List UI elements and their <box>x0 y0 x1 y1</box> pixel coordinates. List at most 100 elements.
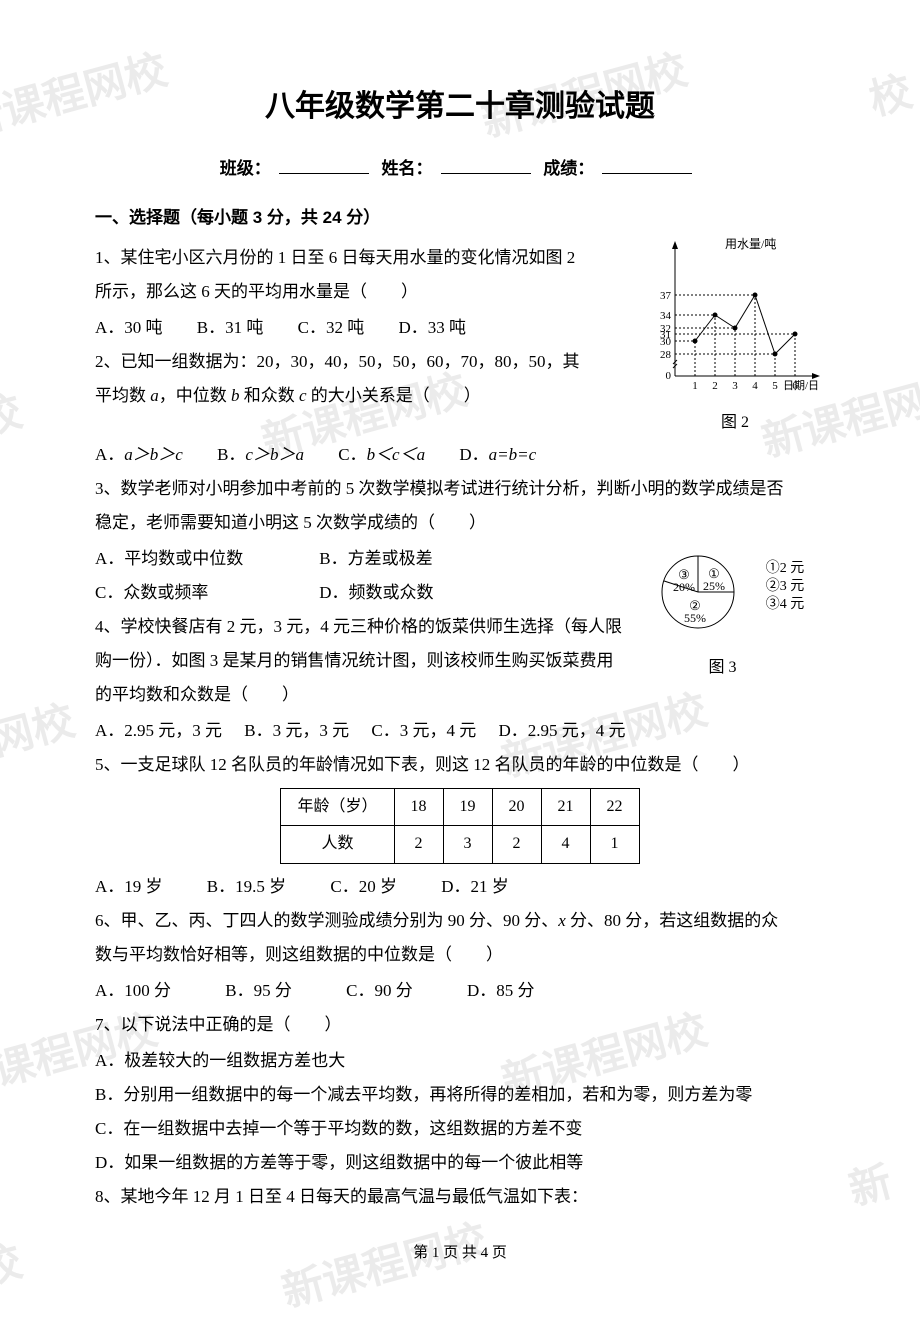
q2-mid: ，中位数 <box>159 386 231 405</box>
q4-optD: D．2.95 元，4 元 <box>498 714 625 748</box>
q4-line2: 购一份）．如图 3 是某月的销售情况统计图，则该校师生购买饭菜费用 <box>95 651 614 670</box>
table-cell: 年龄（岁） <box>281 788 394 826</box>
q7-optB: B．分别用一组数据中的每一个减去平均数，再将所得的差相加，若和为零，则方差为零 <box>95 1078 825 1112</box>
chart-water-usage: 2830313234370123456用水量/吨日期/日 图 2 <box>645 236 825 437</box>
q3-optD: D．频数或众数 <box>319 576 433 610</box>
name-label: 姓名： <box>382 159 433 178</box>
q4-optB: B．3 元，3 元 <box>244 714 349 748</box>
table-cell: 3 <box>443 826 492 864</box>
q8-text: 8、某地今年 12 月 1 日至 4 日每天的最高气温与最低气温如下表： <box>95 1187 588 1206</box>
q2-optB: B．c＞b＞a <box>217 438 304 472</box>
question-7: 7、以下说法中正确的是（ ） <box>95 1008 825 1042</box>
table-row: 年龄（岁） 18 19 20 21 22 <box>281 788 639 826</box>
name-blank <box>441 157 531 174</box>
page-title: 八年级数学第二十章测验试题 <box>95 80 825 134</box>
q3-optB: B．方差或极差 <box>319 542 432 576</box>
class-label: 班级： <box>220 159 271 178</box>
svg-text:3: 3 <box>732 380 738 392</box>
section-header: 一、选择题（每小题 3 分，共 24 分） <box>95 203 825 234</box>
pie-chart-svg: ①25%②55%③20%①2 元②3 元③4 元 <box>650 542 825 642</box>
class-blank <box>279 157 369 174</box>
svg-text:34: 34 <box>660 310 672 322</box>
svg-text:55%: 55% <box>684 611 706 625</box>
svg-text:②3 元: ②3 元 <box>766 578 805 594</box>
q5-optB: B．19.5 岁 <box>207 870 286 904</box>
q2-optA: A．a＞b＞c <box>95 438 183 472</box>
q1-optB: B．31 吨 <box>197 311 264 345</box>
table-row: 人数 2 3 2 4 1 <box>281 826 639 864</box>
q2-c: c <box>299 386 307 405</box>
table-cell: 人数 <box>281 826 394 864</box>
q6-optB: B．95 分 <box>225 974 292 1008</box>
table-cell: 19 <box>443 788 492 826</box>
page-footer: 第 1 页 共 4 页 <box>0 1240 920 1267</box>
q4-optC: C．3 元，4 元 <box>371 714 476 748</box>
q6-options: A．100 分 B．95 分 C．90 分 D．85 分 <box>95 974 825 1008</box>
svg-text:③4 元: ③4 元 <box>766 596 805 612</box>
q5-optD: D．21 岁 <box>441 870 509 904</box>
q3-optC: C．众数或频率 <box>95 576 285 610</box>
q1-line1: 1、某住宅小区六月份的 1 日至 6 日每天用水量的变化情况如图 2 <box>95 248 575 267</box>
q1-line2: 所示，那么这 6 天的平均用水量是（ ） <box>95 282 418 301</box>
q4-line3: 的平均数和众数是（ ） <box>95 685 299 704</box>
q2-optD: D．a=b=c <box>459 438 536 472</box>
q5-optA: A．19 岁 <box>95 870 163 904</box>
q3-line1: 3、数学老师对小明参加中考前的 5 次数学模拟考试进行统计分析，判断小明的数学成… <box>95 479 784 498</box>
svg-text:25%: 25% <box>703 579 725 593</box>
q2-a: a <box>150 386 159 405</box>
info-line: 班级： 姓名： 成绩： <box>95 154 825 185</box>
svg-text:日期/日: 日期/日 <box>783 379 819 392</box>
chart-caption: 图 2 <box>645 409 825 438</box>
svg-text:0: 0 <box>666 370 672 382</box>
table-cell: 18 <box>394 788 443 826</box>
svg-text:1: 1 <box>692 380 698 392</box>
q2-mid2: 和众数 <box>240 386 300 405</box>
q6-optC: C．90 分 <box>346 974 413 1008</box>
table-cell: 2 <box>394 826 443 864</box>
question-8: 8、某地今年 12 月 1 日至 4 日每天的最高气温与最低气温如下表： <box>95 1180 825 1214</box>
pie-caption: 图 3 <box>650 654 795 683</box>
svg-text:20%: 20% <box>673 580 695 594</box>
svg-text:37: 37 <box>660 290 672 302</box>
line-chart-svg: 2830313234370123456用水量/吨日期/日 <box>645 236 825 396</box>
q7-optC: C．在一组数据中去掉一个等于平均数的数，这组数据的方差不变 <box>95 1112 825 1146</box>
q3-line2: 稳定，老师需要知道小明这 5 次数学成绩的（ ） <box>95 513 486 532</box>
table-cell: 4 <box>541 826 590 864</box>
q4-options: A．2.95 元，3 元 B．3 元，3 元 C．3 元，4 元 D．2.95 … <box>95 714 825 748</box>
q1-optA: A．30 吨 <box>95 311 163 345</box>
question-6: 6、甲、乙、丙、丁四人的数学测验成绩分别为 90 分、90 分、x 分、80 分… <box>95 904 825 972</box>
svg-text:4: 4 <box>752 380 758 392</box>
svg-text:2: 2 <box>712 380 718 392</box>
q7-optA: A．极差较大的一组数据方差也大 <box>95 1044 825 1078</box>
q5-text: 5、一支足球队 12 名队员的年龄情况如下表，则这 12 名队员的年龄的中位数是… <box>95 755 750 774</box>
q6-optD: D．85 分 <box>467 974 535 1008</box>
question-5: 5、一支足球队 12 名队员的年龄情况如下表，则这 12 名队员的年龄的中位数是… <box>95 748 825 782</box>
q5-options: A．19 岁 B．19.5 岁 C．20 岁 D．21 岁 <box>95 870 825 904</box>
q6-post: 分、80 分，若这组数据的众 <box>566 911 779 930</box>
svg-text:用水量/吨: 用水量/吨 <box>725 237 776 251</box>
q2-pre: 平均数 <box>95 386 150 405</box>
q2-options: A．a＞b＞c B．c＞b＞a C．b＜c＜a D．a=b=c <box>95 438 825 472</box>
q6-x: x <box>558 911 566 930</box>
q6-optA: A．100 分 <box>95 974 171 1008</box>
svg-text:32: 32 <box>660 323 671 335</box>
q7-text: 7、以下说法中正确的是（ ） <box>95 1015 342 1034</box>
table-cell: 22 <box>590 788 639 826</box>
q2-post: 的大小关系是（ ） <box>307 386 481 405</box>
svg-text:5: 5 <box>772 380 778 392</box>
score-blank <box>602 157 692 174</box>
q6-pre: 6、甲、乙、丙、丁四人的数学测验成绩分别为 90 分、90 分、 <box>95 911 558 930</box>
q5-optC: C．20 岁 <box>330 870 397 904</box>
q1-optD: D．33 吨 <box>398 311 466 345</box>
q7-options: A．极差较大的一组数据方差也大 B．分别用一组数据中的每一个减去平均数，再将所得… <box>95 1044 825 1180</box>
q1-optC: C．32 吨 <box>298 311 365 345</box>
svg-text:①2 元: ①2 元 <box>766 560 805 576</box>
q2-b: b <box>231 386 240 405</box>
table-cell: 21 <box>541 788 590 826</box>
q2-optC: C．b＜c＜a <box>338 438 425 472</box>
q3-optA: A．平均数或中位数 <box>95 542 285 576</box>
q6-line2: 数与平均数恰好相等，则这组数据的中位数是（ ） <box>95 945 503 964</box>
table-cell: 1 <box>590 826 639 864</box>
q7-optD: D．如果一组数据的方差等于零，则这组数据中的每一个彼此相等 <box>95 1146 825 1180</box>
q2-line1: 2、已知一组数据为：20，30，40，50，50，60，70，80，50，其 <box>95 352 580 371</box>
